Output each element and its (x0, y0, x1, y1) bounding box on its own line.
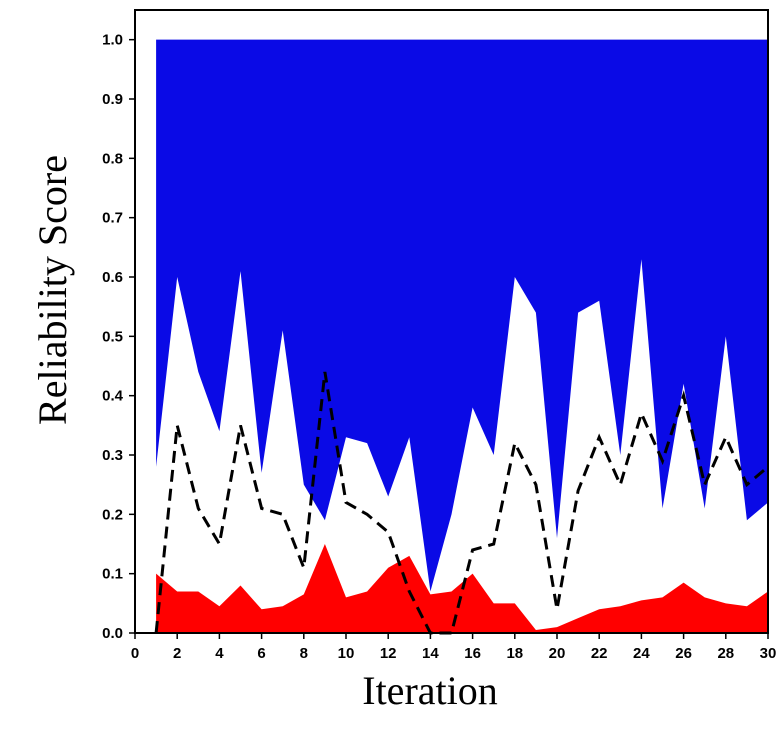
y-axis-title: Reliability Score (30, 155, 75, 425)
x-tick-label: 2 (173, 645, 181, 662)
x-tick-label: 10 (338, 645, 355, 662)
x-tick-label: 16 (464, 645, 481, 662)
y-tick-label: 0.8 (102, 150, 123, 167)
x-tick-label: 0 (131, 645, 139, 662)
y-tick-label: 1.0 (102, 32, 123, 49)
x-tick-label: 18 (506, 645, 523, 662)
y-tick-label: 0.2 (102, 506, 123, 523)
y-tick-label: 0.7 (102, 210, 123, 227)
plot-frame (134, 9, 769, 634)
plot-area (154, 39, 769, 635)
x-tick-label: 4 (215, 645, 224, 662)
x-tick-label: 28 (717, 645, 734, 662)
x-tick-label: 26 (675, 645, 692, 662)
x-tick-label: 22 (591, 645, 608, 662)
y-tick-label: 0.3 (102, 447, 123, 464)
upper-band-area (156, 39, 769, 592)
x-tick-label: 14 (422, 645, 439, 662)
y-tick-label: 0.1 (102, 566, 123, 583)
y-tick-label: 0.6 (102, 269, 123, 286)
x-axis-title: Iteration (362, 668, 498, 713)
x-tick-label: 24 (633, 645, 650, 662)
x-tick-label: 12 (380, 645, 397, 662)
x-tick-label: 20 (549, 645, 566, 662)
x-tick-label: 6 (257, 645, 265, 662)
dashed-series-line (154, 371, 769, 635)
x-tick-label: 8 (300, 645, 308, 662)
y-tick-label: 0.5 (102, 328, 123, 345)
axes: 0.00.10.20.30.40.50.60.70.80.91.00 2 4 6 8 10… (102, 9, 777, 662)
y-tick-label: 0.9 (102, 91, 123, 108)
y-tick-label: 0.0 (102, 625, 123, 642)
x-tick-label: 30 (760, 645, 777, 662)
y-tick-label: 0.4 (102, 388, 124, 405)
